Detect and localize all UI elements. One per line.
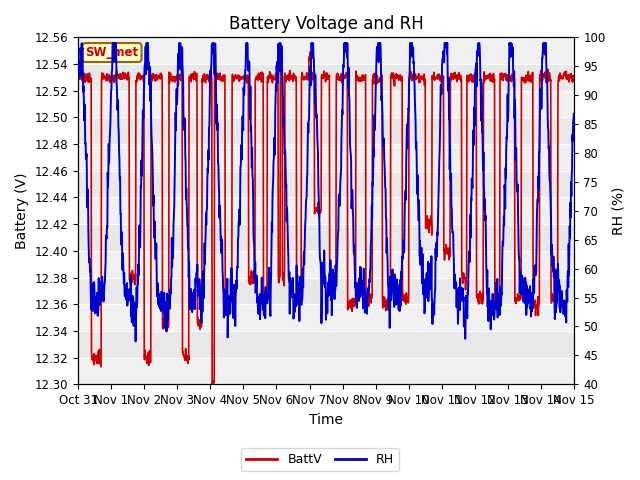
Bar — [78, 37, 574, 64]
Legend: BattV, RH: BattV, RH — [241, 448, 399, 471]
Y-axis label: Battery (V): Battery (V) — [15, 173, 29, 249]
Bar — [78, 251, 574, 277]
X-axis label: Time: Time — [309, 413, 343, 427]
Text: SW_met: SW_met — [86, 46, 139, 59]
Bar — [78, 358, 574, 384]
Title: Battery Voltage and RH: Battery Voltage and RH — [228, 15, 424, 33]
Bar — [78, 144, 574, 171]
Bar — [78, 197, 574, 224]
Bar — [78, 304, 574, 331]
Y-axis label: RH (%): RH (%) — [611, 187, 625, 235]
Bar — [78, 91, 574, 118]
